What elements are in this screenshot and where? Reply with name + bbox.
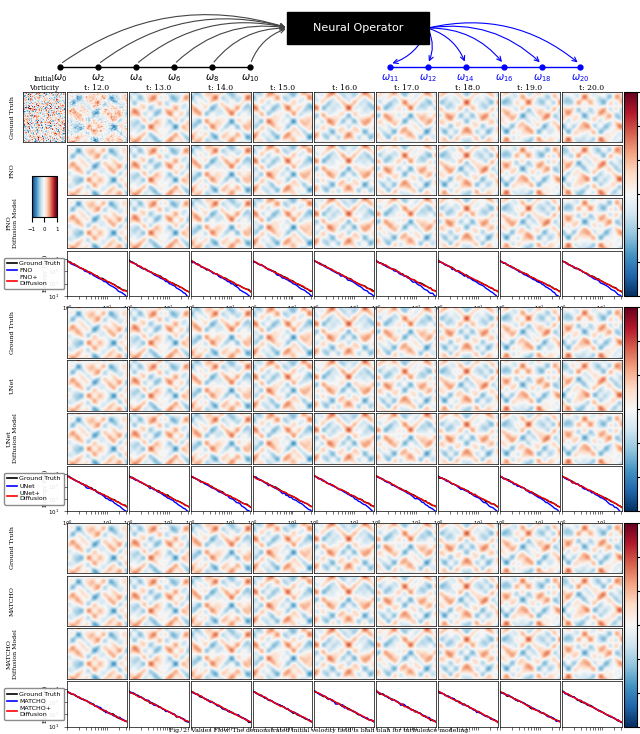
Title: t: 18.0: t: 18.0 [456,84,481,92]
X-axis label: k: k [528,313,532,319]
Text: $\omega_8$: $\omega_8$ [205,72,220,84]
Text: $\omega_{16}$: $\omega_{16}$ [495,72,513,84]
Text: $\omega_{14}$: $\omega_{14}$ [456,72,475,84]
Legend: Ground Truth, MATCHO, MATCHO+
Diffusion: Ground Truth, MATCHO, MATCHO+ Diffusion [4,688,64,720]
Text: $\omega_{11}$: $\omega_{11}$ [381,72,399,84]
Text: Ground Truth: Ground Truth [10,311,15,354]
Text: $\omega_{12}$: $\omega_{12}$ [419,72,436,84]
FancyArrowPatch shape [431,28,501,61]
FancyArrowPatch shape [430,29,465,60]
X-axis label: k: k [219,529,223,534]
Text: $\omega_{20}$: $\omega_{20}$ [571,72,589,84]
Text: Fig. 2: Values Flow. The demonstrated initial velocity field is blah blah for tu: Fig. 2: Values Flow. The demonstrated in… [170,727,470,733]
FancyArrowPatch shape [138,23,284,62]
Text: $\omega_4$: $\omega_4$ [129,72,143,84]
X-axis label: k: k [280,529,284,534]
Title: t: 17.0: t: 17.0 [394,84,419,92]
Text: $\omega_6$: $\omega_6$ [167,72,181,84]
X-axis label: k: k [157,313,161,319]
Legend: Ground Truth, FNO, FNO+
Diffusion: Ground Truth, FNO, FNO+ Diffusion [4,258,64,289]
X-axis label: k: k [95,529,99,534]
FancyArrowPatch shape [431,23,577,62]
Title: t: 15.0: t: 15.0 [270,84,295,92]
Text: MATCHO: MATCHO [10,586,15,616]
FancyArrowPatch shape [63,15,284,62]
Text: UNet: UNet [10,377,15,394]
Y-axis label: Energy P(k): Energy P(k) [42,470,47,507]
Title: t: 14.0: t: 14.0 [208,84,233,92]
Title: t: 12.0: t: 12.0 [84,84,109,92]
Text: $\omega_{18}$: $\omega_{18}$ [532,72,551,84]
FancyArrowPatch shape [431,26,539,62]
Title: Initial
Vorticity: Initial Vorticity [29,75,59,92]
Text: FNO: FNO [10,163,15,178]
Y-axis label: Energy P(k): Energy P(k) [42,686,47,723]
X-axis label: k: k [342,529,346,534]
FancyBboxPatch shape [287,12,429,44]
Text: FNO
Diffusion Model: FNO Diffusion Model [7,198,17,248]
FancyArrowPatch shape [394,31,427,64]
X-axis label: k: k [342,313,346,319]
X-axis label: k: k [466,313,470,319]
Y-axis label: Energy P(k): Energy P(k) [42,255,47,292]
X-axis label: k: k [157,529,161,534]
Title: t: 20.0: t: 20.0 [579,84,604,92]
X-axis label: k: k [590,529,593,534]
FancyArrowPatch shape [252,29,285,62]
X-axis label: k: k [219,313,223,319]
X-axis label: k: k [590,313,593,319]
FancyArrowPatch shape [214,26,284,62]
X-axis label: k: k [404,313,408,319]
Text: Ground Truth: Ground Truth [10,526,15,569]
Text: Neural Operator: Neural Operator [313,23,403,33]
FancyArrowPatch shape [176,25,284,62]
Text: $\omega_0$: $\omega_0$ [53,72,67,84]
Title: t: 13.0: t: 13.0 [146,84,172,92]
X-axis label: k: k [528,529,532,534]
X-axis label: k: k [95,313,99,319]
Text: MATCHO
Diffusion Model: MATCHO Diffusion Model [7,628,17,678]
FancyArrowPatch shape [429,31,433,60]
Text: UNet
Diffusion Model: UNet Diffusion Model [7,413,17,463]
X-axis label: k: k [280,313,284,319]
X-axis label: k: k [466,529,470,534]
Text: $\omega_2$: $\omega_2$ [92,72,105,84]
X-axis label: k: k [404,529,408,534]
Legend: Ground Truth, UNet, UNet+
Diffusion: Ground Truth, UNet, UNet+ Diffusion [4,473,64,504]
Text: $\omega_{10}$: $\omega_{10}$ [241,72,259,84]
Text: Ground Truth: Ground Truth [10,96,15,139]
Title: t: 19.0: t: 19.0 [517,84,543,92]
FancyArrowPatch shape [100,19,284,62]
Title: t: 16.0: t: 16.0 [332,84,357,92]
